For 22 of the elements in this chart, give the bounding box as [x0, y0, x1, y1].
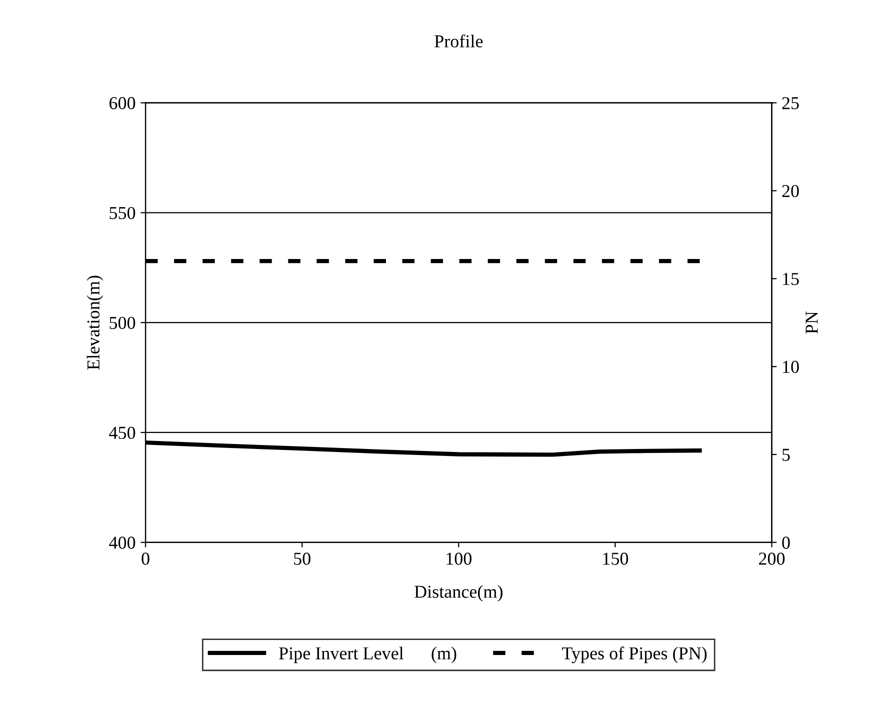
- y2-tick-label: 0: [782, 536, 790, 549]
- y2-tick-label: 15: [783, 272, 799, 286]
- y2-tick-label: 10: [783, 360, 799, 373]
- y2-axis-title: PN: [806, 311, 818, 334]
- y-axis-title: Elevation(m): [86, 276, 104, 370]
- x-tick-label: 100: [446, 552, 472, 565]
- y2-tick-label: 25: [782, 97, 799, 110]
- y-tick-label: 600: [110, 97, 136, 110]
- y-tick-label: 500: [110, 316, 136, 330]
- legend-label: Pipe Invert Level (m): [279, 646, 456, 664]
- y-tick-label: 450: [109, 426, 136, 439]
- legend-label: Types of Pipes (PN): [562, 646, 707, 664]
- y-tick-label: 550: [110, 206, 136, 220]
- chart-title: Profile: [434, 34, 483, 48]
- x-tick-label: 150: [603, 552, 628, 565]
- x-tick-label: 200: [759, 552, 785, 565]
- x-tick-label: 50: [294, 552, 310, 565]
- x-axis-title: Distance(m): [414, 585, 502, 602]
- y2-tick-label: 5: [782, 448, 790, 461]
- y2-tick-label: 20: [782, 184, 799, 198]
- x-tick-label: 0: [142, 552, 150, 565]
- y-tick-label: 400: [109, 536, 136, 549]
